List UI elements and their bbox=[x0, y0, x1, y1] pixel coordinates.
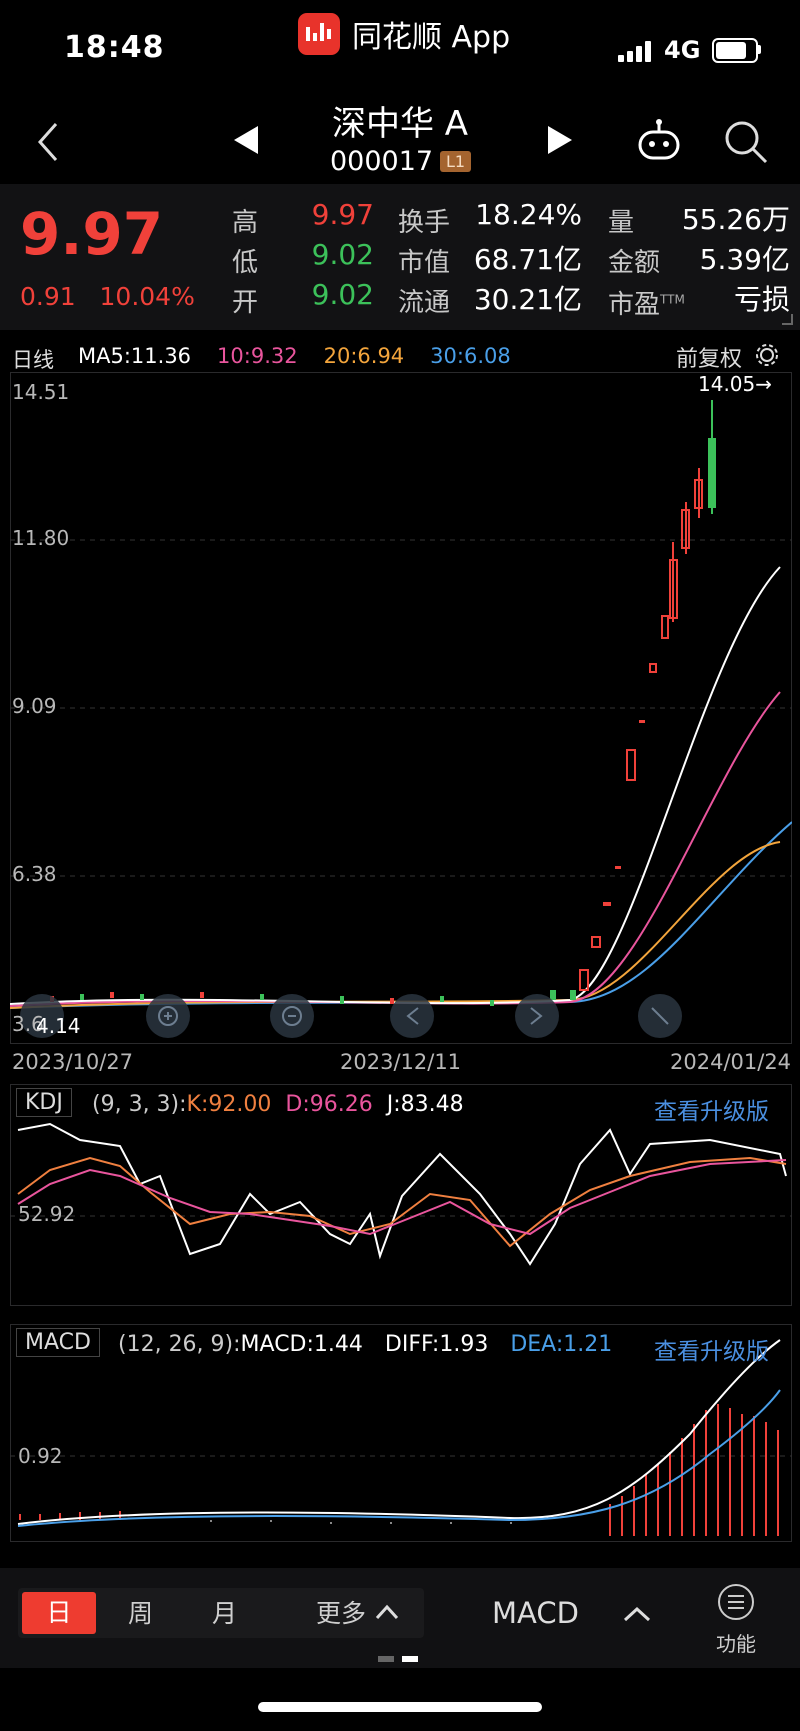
volume-value: 55.26万 bbox=[681, 203, 790, 236]
kline-chart[interactable] bbox=[10, 372, 792, 1044]
max-price-marker: 14.05→ bbox=[698, 372, 773, 396]
app-name: 同花顺 App bbox=[352, 20, 511, 55]
float-label: 流通 bbox=[398, 288, 451, 318]
y-tick-4: 6.38 bbox=[12, 862, 57, 886]
signal-icon bbox=[618, 40, 651, 62]
ma5-value: MA5:11.36 bbox=[78, 344, 192, 368]
next-stock-icon[interactable] bbox=[544, 124, 574, 156]
macd-upgrade-link[interactable]: 查看升级版 bbox=[654, 1339, 769, 1365]
low-value: 9.02 bbox=[311, 238, 374, 271]
amount-label: 金额 bbox=[608, 248, 661, 278]
macd-dea: DEA:1.21 bbox=[510, 1332, 613, 1357]
prev-stock-icon[interactable] bbox=[232, 124, 262, 156]
tab-week[interactable]: 周 bbox=[128, 1599, 154, 1628]
turnover-label: 换手 bbox=[398, 208, 451, 238]
page-dot-2 bbox=[402, 1656, 418, 1662]
mktcap-value: 68.71亿 bbox=[473, 243, 582, 276]
status-app: 同花顺 App bbox=[298, 12, 510, 56]
ma10-value: 10:9.32 bbox=[217, 344, 298, 368]
y-tick-3: 9.09 bbox=[12, 694, 57, 718]
battery-tip bbox=[758, 45, 761, 54]
ma10-line bbox=[10, 691, 781, 1007]
flat-candles bbox=[50, 990, 576, 1006]
pe-value: 亏损 bbox=[733, 283, 790, 316]
y-tick-1: 14.51 bbox=[12, 380, 70, 404]
ma30-line bbox=[10, 821, 792, 1009]
kdj-chart[interactable] bbox=[10, 1084, 792, 1306]
amount-value: 5.39亿 bbox=[699, 243, 790, 276]
expand-corner-icon[interactable] bbox=[780, 312, 794, 326]
battery-icon bbox=[712, 38, 758, 63]
robot-assistant-icon[interactable] bbox=[636, 118, 682, 164]
macd-tick: 0.92 bbox=[18, 1444, 63, 1468]
open-label: 开 bbox=[232, 288, 259, 318]
date-start: 2023/10/27 bbox=[12, 1050, 134, 1074]
level-badge: L1 bbox=[440, 151, 472, 172]
ma20-value: 20:6.94 bbox=[323, 344, 405, 368]
high-value: 9.97 bbox=[311, 198, 374, 231]
open-value: 9.02 bbox=[311, 278, 374, 311]
indicator-chevron-up-icon[interactable] bbox=[622, 1604, 652, 1624]
rally-candles bbox=[579, 400, 716, 991]
status-bar: 18:48 同花顺 App 4G bbox=[0, 0, 800, 90]
zoom-out-icon bbox=[282, 1006, 302, 1026]
tab-day[interactable]: 日 bbox=[22, 1592, 96, 1634]
turnover-value: 18.24% bbox=[475, 198, 582, 231]
date-mid: 2023/12/11 bbox=[340, 1050, 462, 1074]
min-price-marker: 4.14 bbox=[36, 1014, 81, 1038]
scroll-right-icon bbox=[530, 1007, 543, 1025]
more-chevron-up-icon[interactable] bbox=[374, 1602, 400, 1622]
macd-chart[interactable] bbox=[10, 1324, 792, 1542]
mktcap-label: 市值 bbox=[398, 248, 451, 278]
kdj-legend: (9, 3, 3):K:92.00 D:96.26 J:83.48 bbox=[92, 1092, 464, 1117]
price-change: 0.91 10.04% bbox=[20, 282, 195, 311]
kdj-j: J:83.48 bbox=[386, 1092, 464, 1117]
adjust-mode[interactable]: 前复权 bbox=[676, 347, 743, 372]
macd-label[interactable]: MACD bbox=[16, 1328, 100, 1357]
y-tick-5: 3.6 bbox=[12, 1012, 44, 1036]
volume-label: 量 bbox=[608, 208, 635, 238]
network-type: 4G bbox=[664, 36, 701, 64]
change-percent: 10.04% bbox=[99, 282, 195, 311]
scroll-left-icon bbox=[406, 1007, 419, 1025]
tab-month[interactable]: 月 bbox=[212, 1599, 238, 1628]
settings-gear-icon[interactable] bbox=[754, 342, 780, 368]
pe-label: 市盈TTM bbox=[608, 290, 685, 320]
high-label: 高 bbox=[232, 208, 259, 238]
period-label[interactable]: 日线 bbox=[12, 348, 54, 372]
function-label[interactable]: 功能 bbox=[716, 1632, 756, 1656]
ma20-line bbox=[10, 841, 781, 1009]
quote-panel bbox=[0, 184, 800, 330]
kdj-upgrade-link[interactable]: 查看升级版 bbox=[654, 1099, 769, 1125]
macd-diff: DIFF:1.93 bbox=[384, 1332, 489, 1357]
back-icon[interactable] bbox=[34, 118, 64, 166]
kdj-tick: 52.92 bbox=[18, 1202, 76, 1226]
ma-legend: 日线 MA5:11.36 10:9.32 20:6.94 30:6.08 bbox=[12, 344, 511, 374]
fullscreen-icon bbox=[651, 1007, 669, 1025]
indicator-selector[interactable]: MACD bbox=[492, 1596, 579, 1630]
macd-legend: (12, 26, 9):MACD:1.44 DIFF:1.93 DEA:1.21 bbox=[118, 1332, 613, 1357]
search-icon[interactable] bbox=[722, 118, 770, 166]
stock-code: 000017 bbox=[330, 146, 434, 177]
kdj-label[interactable]: KDJ bbox=[16, 1088, 72, 1117]
low-label: 低 bbox=[232, 248, 259, 278]
tab-more[interactable]: 更多 bbox=[316, 1599, 367, 1628]
ma30-value: 30:6.08 bbox=[430, 344, 511, 368]
float-value: 30.21亿 bbox=[473, 283, 582, 316]
page-dot-1 bbox=[378, 1656, 394, 1662]
date-end: 2024/01/24 bbox=[670, 1050, 792, 1074]
zoom-in-icon bbox=[158, 1006, 178, 1026]
y-tick-2: 11.80 bbox=[12, 526, 70, 550]
home-indicator[interactable] bbox=[258, 1702, 542, 1712]
menu-icon[interactable] bbox=[716, 1582, 756, 1622]
app-logo-icon bbox=[298, 13, 340, 55]
last-price: 9.97 bbox=[20, 200, 164, 268]
change-amount: 0.91 bbox=[20, 282, 76, 311]
kdj-d: D:96.26 bbox=[285, 1092, 373, 1117]
status-time: 18:48 bbox=[64, 30, 165, 65]
ma5-line bbox=[10, 566, 781, 1005]
stock-name: 深中华 A bbox=[331, 104, 469, 144]
